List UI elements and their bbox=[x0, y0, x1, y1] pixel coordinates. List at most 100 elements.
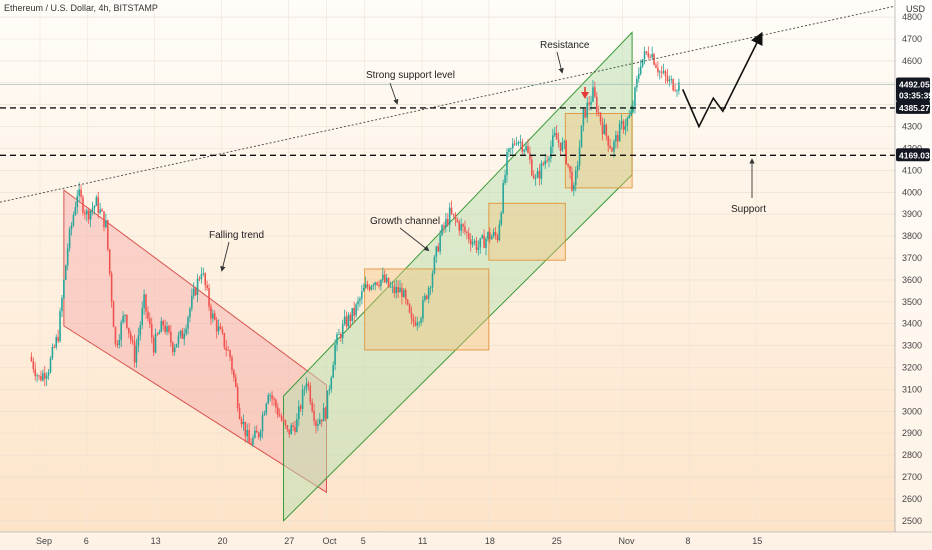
candle-body bbox=[630, 111, 632, 116]
candle-body bbox=[546, 160, 548, 162]
candle-body bbox=[592, 87, 594, 102]
candle-body bbox=[150, 324, 153, 338]
candle-body bbox=[458, 221, 461, 231]
x-tick-label: 8 bbox=[685, 536, 690, 546]
candle-body bbox=[91, 208, 94, 211]
candle-body bbox=[212, 313, 214, 319]
candle-body bbox=[410, 312, 413, 319]
candle-body bbox=[225, 347, 228, 351]
candle-body bbox=[168, 326, 170, 332]
candle-body bbox=[185, 328, 187, 334]
candle-body bbox=[580, 125, 583, 148]
candle-body bbox=[372, 284, 375, 287]
candle-body bbox=[170, 331, 172, 343]
candle-body bbox=[162, 321, 164, 326]
candle-body bbox=[103, 211, 105, 228]
y-tick-label: 3100 bbox=[902, 384, 922, 394]
candle-body bbox=[305, 383, 308, 389]
candle-body bbox=[269, 395, 271, 396]
candle-body bbox=[676, 90, 678, 92]
price-badge bbox=[896, 100, 930, 114]
candle-body bbox=[95, 197, 98, 206]
candle-body bbox=[171, 342, 174, 352]
candle-body bbox=[236, 386, 239, 409]
candle-body bbox=[175, 343, 178, 348]
candle-body bbox=[404, 290, 407, 300]
y-tick-label: 2800 bbox=[902, 450, 922, 460]
candle-body bbox=[511, 143, 514, 149]
y-tick-label: 4600 bbox=[902, 56, 922, 66]
candle-body bbox=[670, 79, 673, 80]
candle-body bbox=[215, 319, 218, 332]
x-tick-label: Nov bbox=[619, 536, 636, 546]
candle-body bbox=[425, 295, 428, 299]
time-axis-panel[interactable] bbox=[0, 532, 932, 550]
candle-body bbox=[164, 325, 166, 333]
y-tick-label: 2600 bbox=[902, 494, 922, 504]
y-tick-label: 4700 bbox=[902, 34, 922, 44]
candle-body bbox=[406, 299, 409, 305]
candle-body bbox=[374, 282, 377, 285]
candle-body bbox=[317, 424, 319, 427]
y-tick-label: 3500 bbox=[902, 297, 922, 307]
candle-body bbox=[133, 341, 136, 363]
y-tick-label: 3700 bbox=[902, 253, 922, 263]
candle-body bbox=[324, 407, 327, 419]
candle-body bbox=[529, 152, 531, 160]
candle-body bbox=[678, 82, 680, 91]
candle-body bbox=[320, 419, 323, 422]
candle-body bbox=[634, 87, 636, 107]
candle-body bbox=[242, 421, 245, 425]
candle-body bbox=[574, 170, 577, 185]
y-tick-label: 3900 bbox=[902, 209, 922, 219]
candle-body bbox=[481, 235, 483, 239]
candle-body bbox=[206, 285, 208, 289]
candle-body bbox=[462, 224, 464, 227]
candle-body bbox=[487, 232, 489, 239]
y-tick-label: 3200 bbox=[902, 363, 922, 373]
candle-body bbox=[523, 150, 525, 152]
candle-body bbox=[51, 346, 54, 359]
candle-body bbox=[490, 236, 493, 240]
candle-body bbox=[519, 141, 522, 143]
x-tick-label: 6 bbox=[84, 536, 89, 546]
candle-body bbox=[280, 416, 283, 421]
candle-body bbox=[85, 210, 88, 215]
candle-body bbox=[380, 279, 382, 287]
x-tick-label: 25 bbox=[552, 536, 562, 546]
candle-body bbox=[282, 420, 285, 421]
candle-body bbox=[517, 142, 520, 144]
candle-body bbox=[120, 322, 122, 340]
candle-body bbox=[231, 357, 233, 371]
candle-body bbox=[427, 288, 430, 299]
candle-body bbox=[416, 322, 419, 326]
candle-body bbox=[124, 314, 126, 316]
candle-body bbox=[361, 291, 363, 299]
candle-body bbox=[32, 361, 35, 370]
candle-body bbox=[513, 143, 516, 145]
candle-body bbox=[368, 286, 371, 290]
candle-body bbox=[213, 313, 216, 320]
candle-body bbox=[510, 148, 512, 149]
candle-body bbox=[301, 389, 304, 409]
candle-body bbox=[626, 118, 629, 126]
candle-body bbox=[494, 232, 497, 236]
candle-body bbox=[586, 102, 589, 118]
x-tick-label: 5 bbox=[361, 536, 366, 546]
candle-body bbox=[553, 132, 556, 136]
candle-body bbox=[607, 135, 610, 146]
candle-body bbox=[202, 273, 205, 275]
x-tick-label: 20 bbox=[217, 536, 227, 546]
candle-body bbox=[166, 326, 168, 333]
candle-body bbox=[87, 210, 90, 220]
candle-body bbox=[278, 415, 281, 417]
candle-body bbox=[84, 212, 86, 215]
candle-body bbox=[454, 214, 457, 220]
candle-body bbox=[257, 432, 260, 438]
candle-body bbox=[143, 294, 145, 309]
candle-body bbox=[496, 235, 499, 241]
candle-body bbox=[183, 333, 186, 339]
candle-body bbox=[492, 232, 495, 237]
growth-channel-label: Growth channel bbox=[370, 216, 440, 227]
